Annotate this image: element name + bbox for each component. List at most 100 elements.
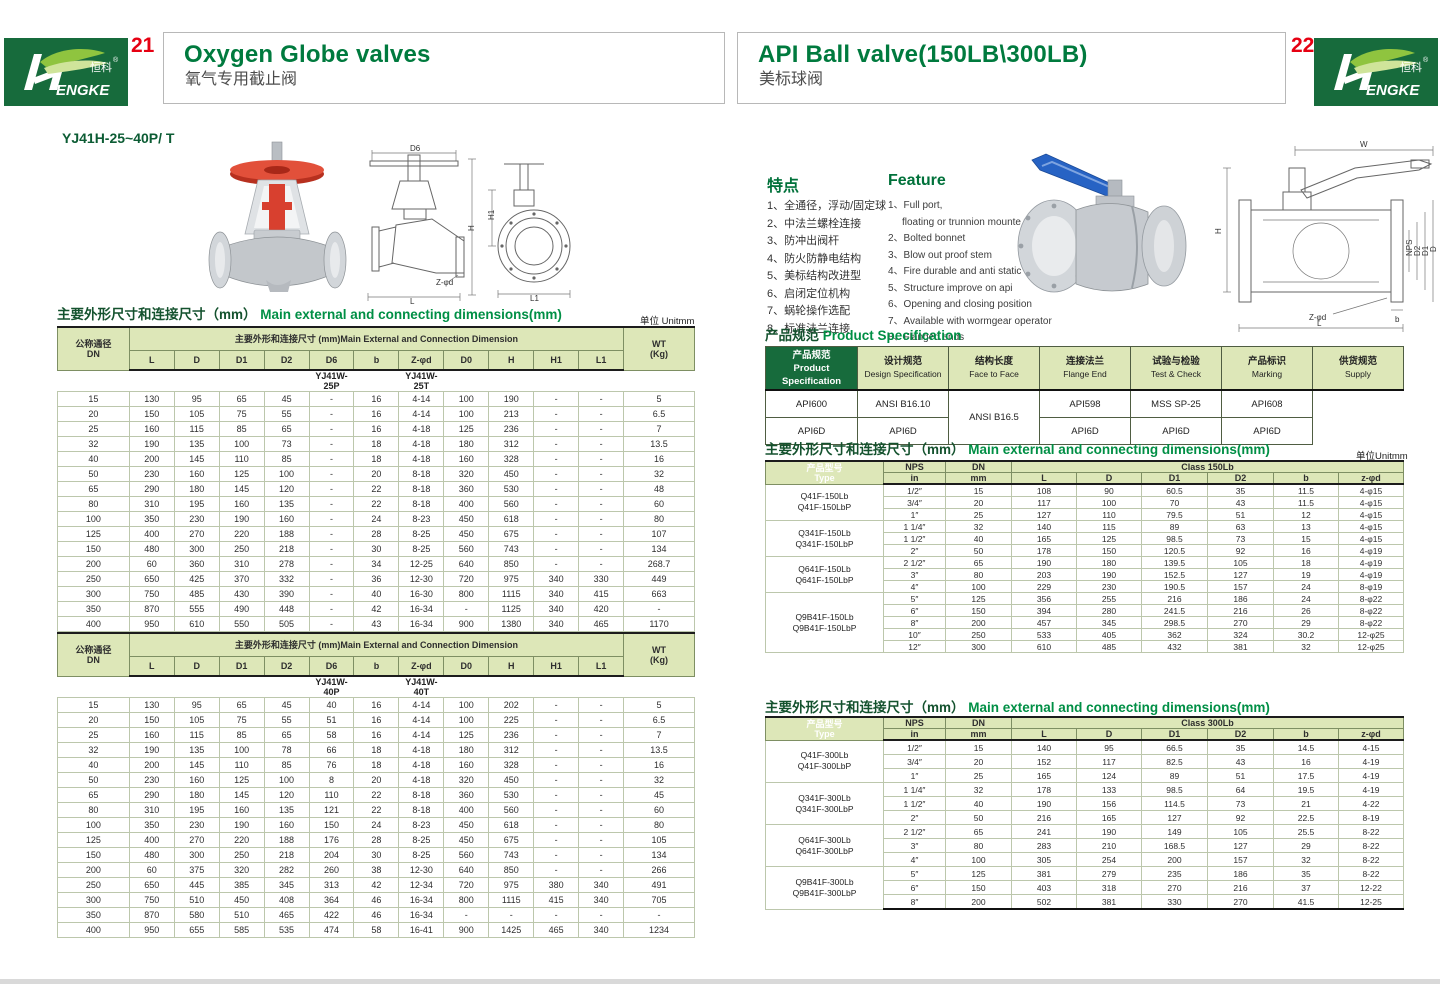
table-cell: 125 <box>218 466 265 482</box>
cell-line: 试验与检验 <box>1152 356 1200 367</box>
table-cell: 8-18 <box>398 496 445 512</box>
table-cell: 310 <box>128 802 175 818</box>
table-cell: 32 <box>945 520 1012 533</box>
table-cell: 255 <box>1076 592 1142 605</box>
table-cell: 4-14 <box>398 727 445 743</box>
table-cell: 16-34 <box>398 892 445 908</box>
table-cell: 66 <box>308 742 355 758</box>
table-cell: 180 <box>1076 556 1142 569</box>
dim-label: D1 <box>1421 245 1430 256</box>
table-cell: 360 <box>443 787 490 803</box>
table-cell: - <box>533 712 580 728</box>
cell-line: 结构长度 <box>974 356 1013 367</box>
table-cell: 16 <box>353 697 400 713</box>
cell-line: Q41F-300LbP <box>797 761 852 772</box>
cell-line: Specification <box>781 375 842 387</box>
table-cell: 100 <box>443 697 490 713</box>
table-row: 15 130 95 65 45 40 16 4-14 100 202- -5 <box>57 697 695 713</box>
dim-label: H <box>1214 228 1223 234</box>
cell-line: Q341F-150Lb <box>798 527 851 538</box>
table-cell: 34 <box>353 556 400 572</box>
cell-line: (Kg) <box>650 654 669 665</box>
table-cell: 8-φ19 <box>1338 580 1404 593</box>
column-header: L <box>128 656 175 677</box>
table-cell: 580 <box>173 907 220 923</box>
table-row: 25 160 115 85 65 58 16 4-14 125 236- -7 <box>57 727 695 743</box>
table-cell: 60 <box>623 496 695 512</box>
column-header-class: Class 150Lb <box>1011 460 1404 473</box>
table-cell: 480 <box>128 847 175 863</box>
table-cell: - <box>533 421 580 437</box>
table-cell <box>264 675 310 698</box>
cell-line: 设计规范 <box>883 356 922 367</box>
table-cell: 225 <box>488 712 535 728</box>
table-cell: - <box>578 817 625 833</box>
table-cell: 125 <box>443 727 490 743</box>
table-cell: - <box>578 481 625 497</box>
table-cell: 216 <box>1207 880 1274 895</box>
table-cell: 474 <box>308 922 355 938</box>
table-cell: 204 <box>308 847 355 863</box>
table-cell: 450 <box>443 832 490 848</box>
table-row: 400 950 655 585 535 474 58 16-41 900 1425 465 340 12… <box>57 922 695 938</box>
table-cell: - <box>578 862 625 878</box>
table-cell: 1425 <box>488 922 535 938</box>
cell-line: Supply <box>1345 369 1371 379</box>
table-cell: 13.5 <box>623 436 695 452</box>
table-cell: 750 <box>128 892 175 908</box>
column-header: D0 <box>443 350 490 371</box>
table-cell: 25 <box>945 768 1012 783</box>
table-cell: 40 <box>945 796 1012 811</box>
table-cell: 60 <box>623 802 695 818</box>
table-cell: 16-30 <box>398 586 445 602</box>
table-cell: 8″ <box>883 894 946 910</box>
table-cell: - <box>308 496 355 512</box>
table-cell: 60.5 <box>1141 483 1208 497</box>
table-row: 6″ 150 403 318 270 216 37 12-22 <box>766 880 1404 895</box>
table-cell: 216 <box>1207 604 1274 617</box>
table-cell: 190 <box>218 511 265 527</box>
table-cell: 8-25 <box>398 832 445 848</box>
table-cell: 60 <box>128 556 175 572</box>
table-cell: 55 <box>263 406 310 422</box>
table-cell: 5″ <box>883 592 946 605</box>
table-cell: 110 <box>218 451 265 467</box>
table-cell: 675 <box>488 832 535 848</box>
table-cell: 20 <box>945 754 1012 769</box>
table-cell: 24 <box>1273 592 1339 605</box>
table-cell: 51 <box>308 712 355 728</box>
header-row: L D D1 D2 D6 b Z-φd D0 H H1 L1 <box>58 656 695 677</box>
column-header: in <box>883 728 946 741</box>
column-header: D1 <box>1141 472 1208 485</box>
feature-item: 4、Fire durable and anti static safety <box>888 266 1051 277</box>
table-cell: 450 <box>488 772 535 788</box>
table-cell: 4-φ15 <box>1338 496 1404 509</box>
table-cell: 4-φ15 <box>1338 532 1404 545</box>
column-header-nps: NPS <box>883 460 946 473</box>
table-cell: - <box>308 421 355 437</box>
table-cell: 340 <box>533 586 580 602</box>
table-row: 400 950 610 550 505-43 16-34 900 1380 340 465 1170 <box>57 616 695 632</box>
column-header: D <box>173 350 220 371</box>
cell-line: Q341F-150LbP <box>795 538 854 549</box>
table-cell: 135 <box>263 496 310 512</box>
t300-section-title: 主要外形尺寸和连接尺寸（mm） Main external and connec… <box>765 700 1270 715</box>
table-row: 50 230 160 125 100-20 8-18 320 450- -32 <box>57 466 695 482</box>
column-header: 试验与检验 Test & Check <box>1130 346 1222 391</box>
table-row: 3/4″ 20 152 117 82.5 43 16 4-19 <box>766 754 1404 769</box>
table-cell <box>623 675 695 698</box>
table-cell: - <box>308 451 355 467</box>
table-cell: 283 <box>1011 838 1077 853</box>
table-cell: 305 <box>1011 852 1077 867</box>
table-cell: 560 <box>488 802 535 818</box>
table-cell: 43 <box>353 616 400 632</box>
table-cell: 180 <box>443 436 490 452</box>
table-cell: 130 <box>128 391 175 407</box>
dim-label: L <box>410 297 415 305</box>
table-cell: API6D <box>1221 417 1313 445</box>
table-cell: 117 <box>1076 754 1142 769</box>
table-cell: - <box>533 817 580 833</box>
table-row: 40 200 145 110 85-18 4-18 160 328- -16 <box>57 451 695 467</box>
cell-line: Design Specification <box>864 369 942 379</box>
table-cell: 65 <box>263 727 310 743</box>
